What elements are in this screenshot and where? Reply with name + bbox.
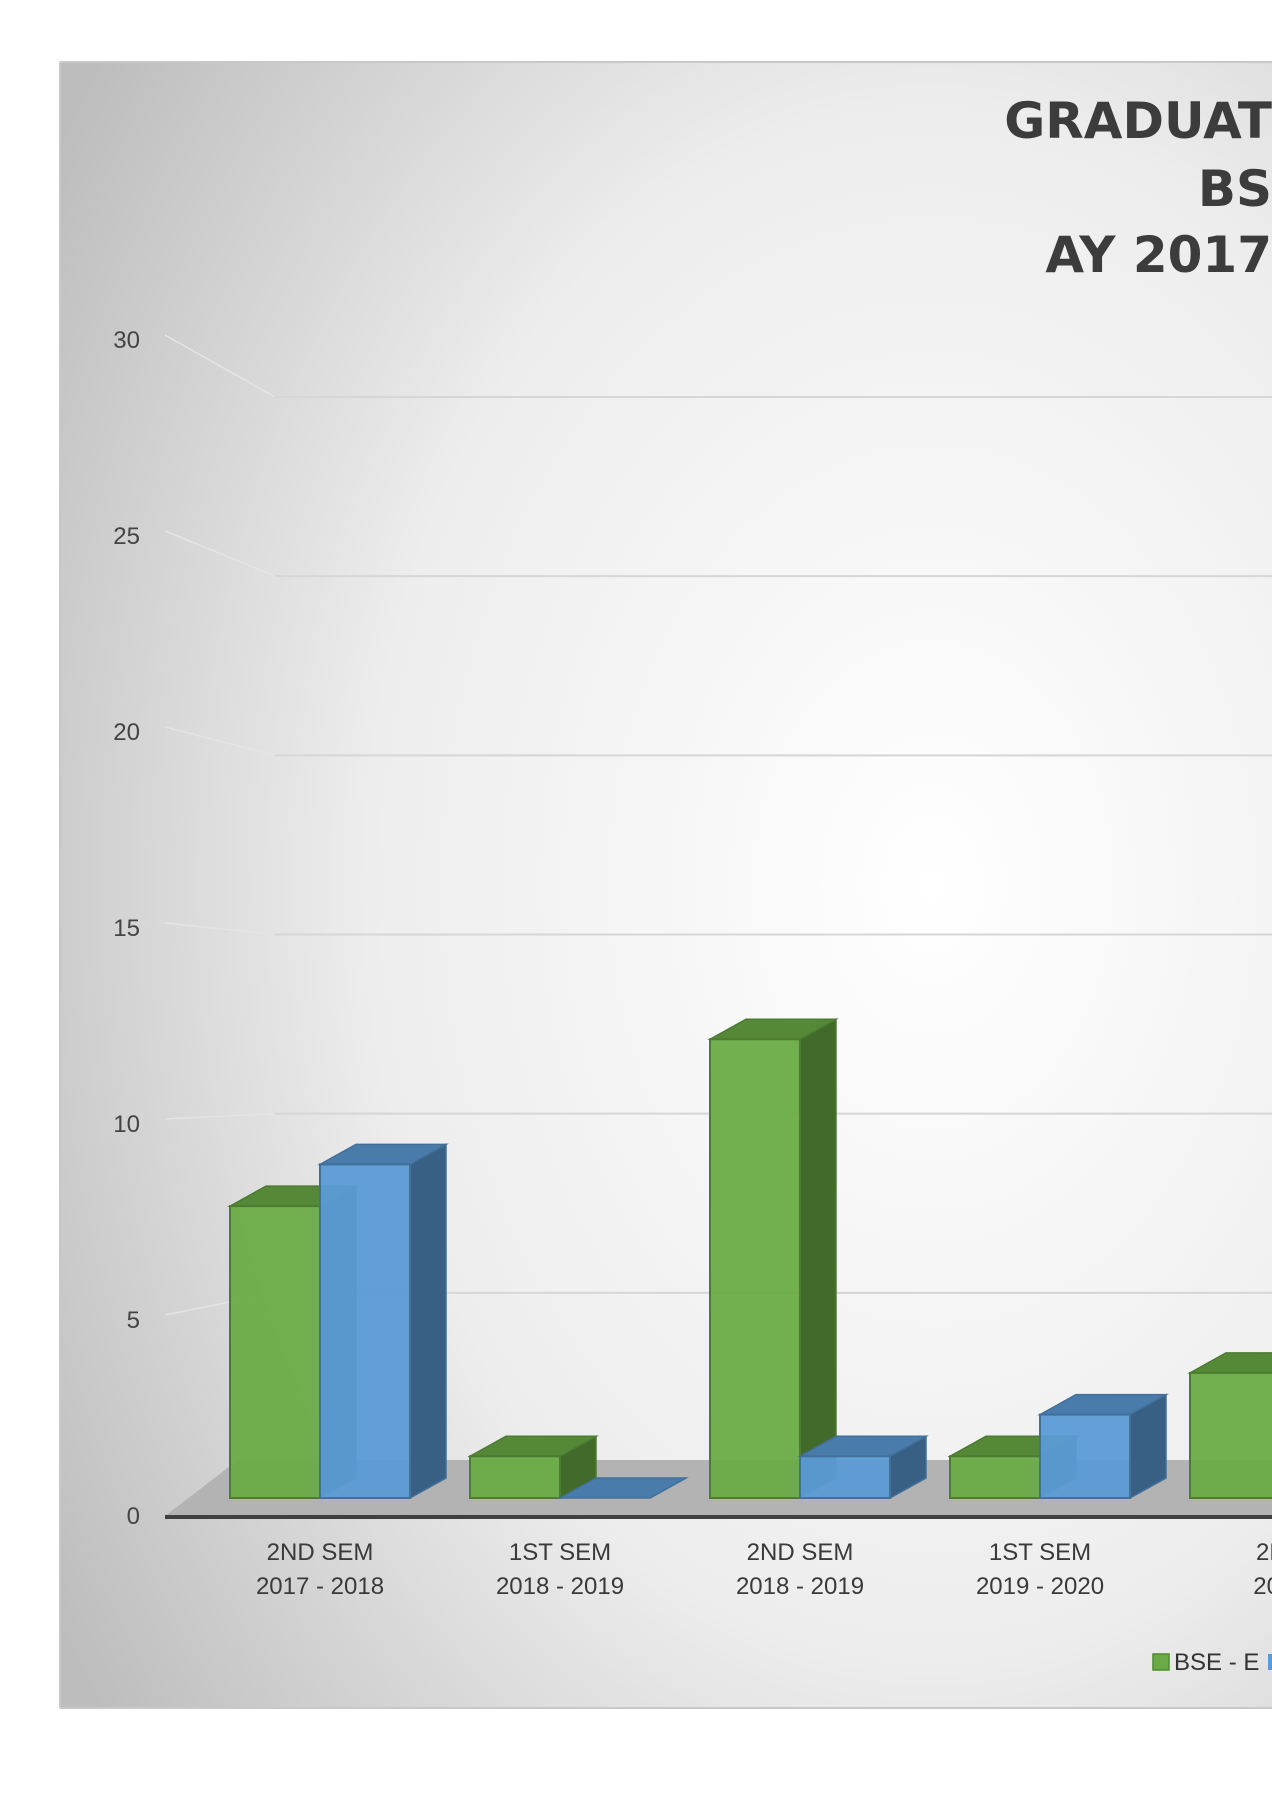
bar-top: [557, 1477, 689, 1499]
bar: [707, 1018, 839, 1500]
x-tick-label: 2019: [1253, 1573, 1272, 1600]
bar: [797, 1435, 929, 1500]
x-tick-label: 2017 - 2018: [256, 1573, 384, 1600]
title-line-3: AY 2017: [1045, 226, 1272, 284]
x-tick-label: 2019 - 2020: [976, 1573, 1104, 1600]
bar-front: [709, 1038, 801, 1500]
y-tick-label: 20: [113, 719, 140, 746]
bar: [317, 1143, 449, 1500]
x-tick-label: 1ST SEM: [989, 1539, 1091, 1566]
y-tick-label: 5: [127, 1307, 140, 1334]
x-tick-label: 2018 - 2019: [496, 1573, 624, 1600]
y-tick-label: 0: [127, 1503, 140, 1530]
bar-front: [1189, 1371, 1272, 1500]
x-axis-labels: 2ND SEM 2017 - 2018 1ST SEM 2018 - 2019 2ND …: [256, 1539, 1272, 1600]
bar-front: [469, 1455, 561, 1500]
legend-swatch-series-2: [1268, 1654, 1272, 1670]
bar-side: [409, 1143, 447, 1500]
bar: [557, 1477, 689, 1499]
gridline-side: [164, 334, 276, 398]
x-tick-label: 2ND SEM: [267, 1539, 374, 1566]
title-line-1: GRADUAT: [1004, 92, 1272, 150]
x-tick-label: 2018 - 2019: [736, 1573, 864, 1600]
legend-label-bse-e: BSE - E: [1174, 1649, 1259, 1676]
legend: BSE - E: [1152, 1649, 1272, 1676]
bar-side: [799, 1018, 837, 1500]
bar-front: [949, 1455, 1041, 1500]
y-tick-label: 25: [113, 523, 140, 550]
chart-title: GRADUAT BS AY 2017: [1004, 92, 1272, 284]
gridline-side: [164, 922, 276, 936]
bar-front: [319, 1163, 411, 1500]
bar-front: [1039, 1413, 1131, 1499]
x-tick-label: 1ST SEM: [509, 1539, 611, 1566]
title-line-2: BS: [1198, 160, 1272, 218]
gridline-side: [164, 530, 276, 577]
gridline-side: [164, 1112, 276, 1120]
bar-front: [799, 1455, 891, 1500]
bar-front: [229, 1205, 321, 1499]
y-tick-label: 15: [113, 915, 140, 942]
x-tick-label: 2ND: [1256, 1539, 1272, 1566]
bar: [1187, 1352, 1272, 1500]
y-tick-label: 10: [113, 1111, 140, 1138]
y-axis-ticks: 0 5 10 15 20 25 30: [113, 327, 140, 1530]
bar: [1037, 1393, 1169, 1500]
legend-swatch-bse-e: [1152, 1653, 1170, 1671]
gridline-side: [164, 726, 276, 757]
y-tick-label: 30: [113, 327, 140, 354]
x-tick-label: 2ND SEM: [747, 1539, 854, 1566]
bars: [227, 1018, 1272, 1500]
